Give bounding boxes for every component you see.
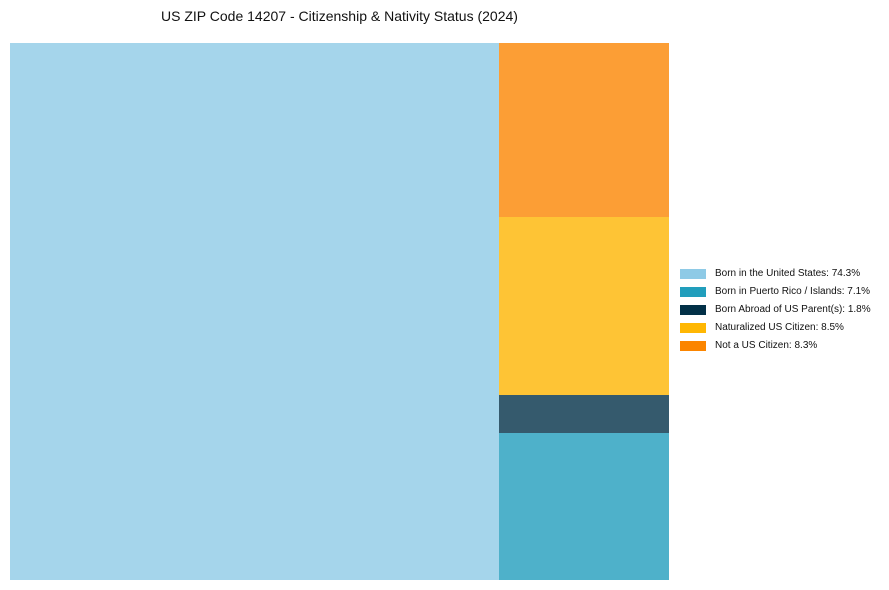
legend-label: Not a US Citizen: 8.3% [715, 340, 818, 351]
treemap-cell-born-abroad-us-parents [499, 395, 669, 433]
legend-item: Naturalized US Citizen: 8.5% [680, 321, 871, 334]
treemap-cell-not-citizen [499, 43, 669, 217]
treemap-cell-born-puerto-rico [499, 433, 669, 580]
legend-label: Born in Puerto Rico / Islands: 7.1% [715, 286, 871, 297]
legend-swatch [680, 322, 706, 333]
legend-swatch [680, 268, 706, 279]
legend-swatch [680, 340, 706, 351]
legend-label: Born in the United States: 74.3% [715, 268, 861, 279]
legend-item: Born in Puerto Rico / Islands: 7.1% [680, 285, 871, 298]
legend-label: Naturalized US Citizen: 8.5% [715, 322, 844, 333]
treemap-cell-born-in-us [10, 43, 499, 580]
legend-item: Born in the United States: 74.3% [680, 267, 871, 280]
legend: Born in the United States: 74.3% Born in… [680, 267, 871, 357]
legend-swatch [680, 304, 706, 315]
legend-item: Not a US Citizen: 8.3% [680, 339, 871, 352]
treemap-cell-naturalized [499, 217, 669, 395]
legend-swatch [680, 286, 706, 297]
chart-title: US ZIP Code 14207 - Citizenship & Nativi… [161, 8, 518, 24]
legend-item: Born Abroad of US Parent(s): 1.8% [680, 303, 871, 316]
treemap-plot [10, 43, 669, 580]
legend-label: Born Abroad of US Parent(s): 1.8% [715, 304, 871, 315]
